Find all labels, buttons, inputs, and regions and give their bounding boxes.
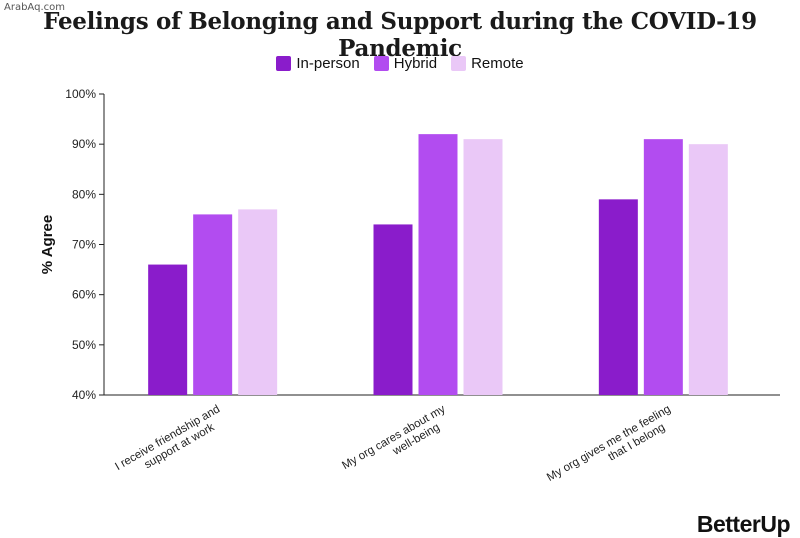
y-tick-label: 60% [72, 288, 96, 302]
legend-swatch-remote [451, 56, 467, 71]
bar-remote-2 [688, 144, 728, 395]
chart-title: Feelings of Belonging and Support during… [43, 8, 757, 62]
legend: In-person Hybrid Remote [0, 55, 800, 72]
x-tick-label-line: My org gives me the feeling [545, 403, 673, 484]
legend-label-hybrid: Hybrid [393, 55, 438, 72]
bar-hybrid-1 [418, 134, 458, 395]
legend-label-in-person: In-person [296, 55, 360, 72]
y-tick-label: 90% [72, 137, 96, 151]
x-tick-label: My org gives me the feelingthat I belong [545, 403, 679, 495]
x-tick-label: My org cares about mywell-being [340, 403, 454, 483]
brand-logo: BetterUp [696, 511, 791, 537]
legend-swatch-in-person [276, 56, 292, 71]
y-axis-label: % Agree [39, 215, 56, 274]
bar-in-person-0 [148, 264, 188, 395]
legend-item-remote: Remote [451, 55, 524, 72]
y-tick-label: 40% [72, 388, 96, 402]
bar-hybrid-0 [193, 214, 233, 395]
legend-item-hybrid: Hybrid [373, 55, 438, 72]
bar-remote-1 [463, 139, 503, 395]
bar-remote-0 [238, 209, 278, 395]
bar-in-person-1 [373, 224, 413, 395]
y-tick-label: 100% [65, 87, 96, 101]
x-tick-label-line: I receive friendship and [113, 403, 222, 473]
y-tick-label: 50% [72, 338, 96, 352]
legend-swatch-hybrid [373, 56, 389, 71]
y-tick-label: 80% [72, 187, 96, 201]
x-tick-label: I receive friendship andsupport at work [113, 403, 228, 484]
bar-hybrid-2 [643, 139, 683, 395]
legend-item-in-person: In-person [276, 55, 360, 72]
y-tick-label: 70% [72, 238, 96, 252]
bar-in-person-2 [598, 199, 638, 395]
legend-label-remote: Remote [471, 55, 524, 72]
watermark: ArabAq.com [4, 2, 65, 13]
